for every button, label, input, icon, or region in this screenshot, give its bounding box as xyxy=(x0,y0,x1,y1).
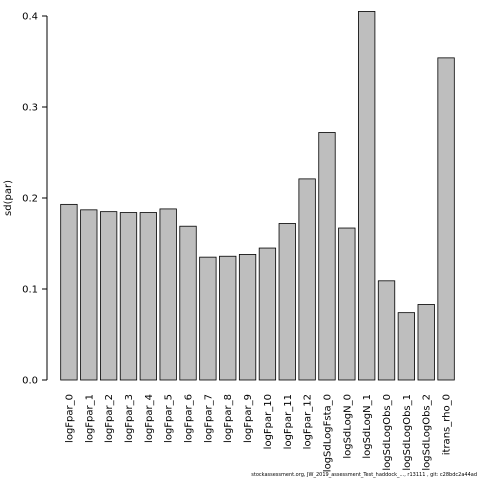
bar xyxy=(60,203,78,381)
bar xyxy=(119,212,138,381)
footer-note: stockassessment.org, JW_2019_assessment_… xyxy=(251,472,477,478)
bar xyxy=(80,209,98,381)
x-tick-label: logFpar_3 xyxy=(124,394,135,443)
y-axis-label: sd(par) xyxy=(3,180,14,216)
x-tick-label: logFpar_2 xyxy=(104,394,115,443)
bar xyxy=(377,280,396,381)
bar xyxy=(338,227,356,381)
bar xyxy=(318,132,336,381)
bar xyxy=(278,223,296,381)
bar xyxy=(219,255,237,381)
x-tick-label: logFpar_10 xyxy=(263,394,274,449)
x-tick-label: logSdLogN_1 xyxy=(362,394,373,459)
x-tick-label: logFpar_9 xyxy=(243,394,254,443)
x-tick-label: logFpar_7 xyxy=(203,394,214,443)
x-tick-label: logFpar_11 xyxy=(283,394,294,449)
x-tick-label: logSdLogObs_0 xyxy=(382,394,393,471)
y-axis: 0.0 0.1 0.2 0.3 0.4 xyxy=(22,12,48,387)
bar xyxy=(258,247,277,381)
x-tick-label: logSdLogN_0 xyxy=(342,394,353,459)
bar xyxy=(139,212,157,381)
x-tick-label: logSdLogFsta_0 xyxy=(322,394,333,472)
x-tick-label: logFpar_5 xyxy=(164,394,175,443)
bar xyxy=(238,254,257,381)
x-tick-label: logSdLogObs_2 xyxy=(422,394,433,471)
x-tick-labels: logFpar_0 logFpar_1 logFpar_2 logFpar_3 logF… xyxy=(64,394,452,472)
y-tick-label: 0.2 xyxy=(22,194,38,205)
bar xyxy=(417,304,435,381)
bar xyxy=(99,211,118,381)
bar xyxy=(199,256,217,381)
x-tick-label: logFpar_8 xyxy=(223,394,234,443)
bar xyxy=(437,57,455,381)
y-tick-label: 0.1 xyxy=(22,285,38,296)
x-tick-label: logFpar_0 xyxy=(64,394,75,443)
y-tick-label: 0.3 xyxy=(22,103,38,114)
y-tick-label: 0.4 xyxy=(22,12,38,23)
x-tick-label: itrans_rho_0 xyxy=(442,394,453,455)
bars xyxy=(60,11,455,381)
x-tick-label: logFpar_1 xyxy=(84,394,95,443)
bar xyxy=(179,225,197,381)
x-tick-label: logFpar_12 xyxy=(303,394,314,449)
x-tick-label: logSdLogObs_1 xyxy=(402,394,413,471)
bar xyxy=(298,178,316,381)
y-tick-label: 0.0 xyxy=(22,376,38,387)
x-tick-label: logFpar_4 xyxy=(144,394,155,443)
x-tick-label: logFpar_6 xyxy=(184,394,195,443)
bar xyxy=(397,312,416,381)
bar xyxy=(159,208,177,381)
bar xyxy=(358,11,376,381)
